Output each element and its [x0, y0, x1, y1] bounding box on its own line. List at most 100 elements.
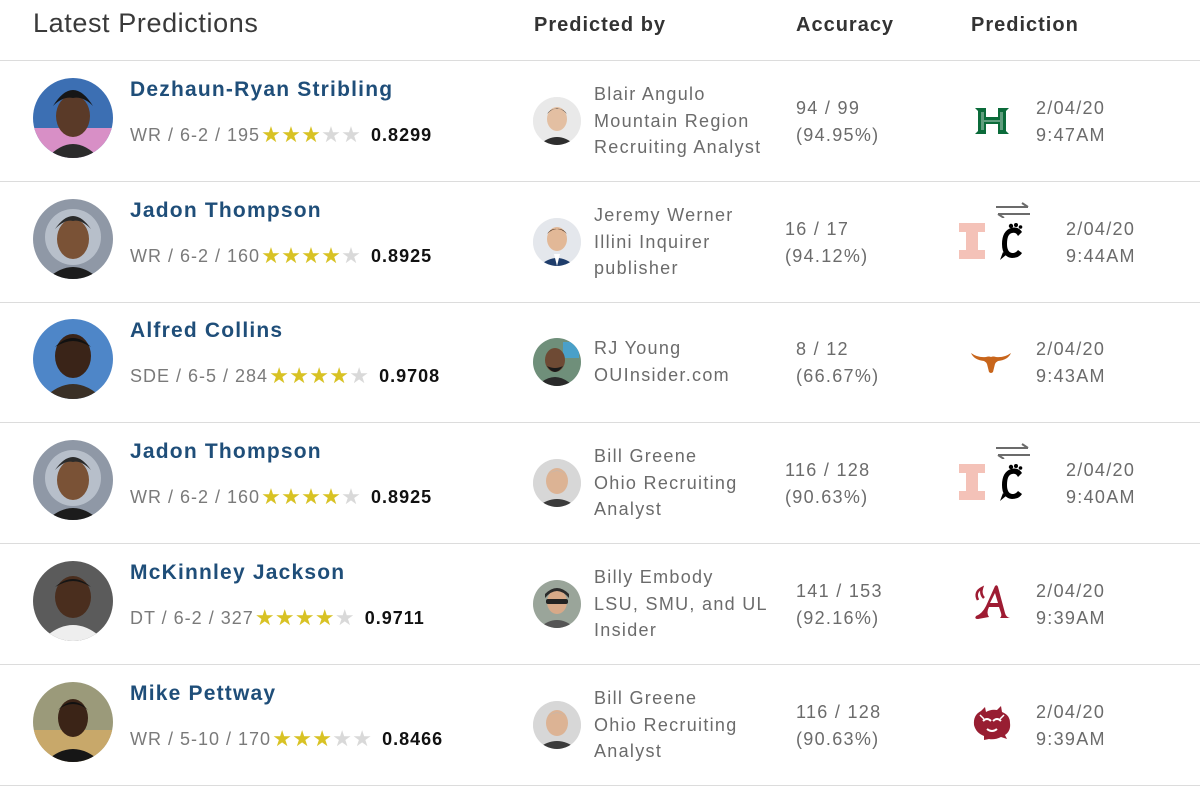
player-rating: 0.8299 [371, 124, 433, 145]
player-avatar[interactable] [33, 440, 113, 520]
prediction-date: 2/04/20 [1066, 460, 1136, 480]
player-name-link[interactable]: Dezhaun-Ryan Stribling [130, 78, 394, 101]
accuracy-record: 116 / 128 [796, 702, 882, 722]
analyst-avatar[interactable] [533, 97, 581, 145]
analyst-title: Recruiting Analyst [594, 137, 762, 157]
player-rating: 0.8925 [371, 245, 433, 266]
analyst-accuracy: 8 / 12 (66.67%) [796, 336, 879, 389]
star-rating: ★ ★ ★ ★ ★ [255, 607, 355, 629]
hawaii-h-logo-icon[interactable] [973, 106, 1011, 141]
player-meta: WR / 6-2 / 160 ★ ★ ★ ★ ★ 0.8925 [130, 244, 432, 268]
prediction-time: 9:39AM [1036, 728, 1106, 749]
analyst-avatar[interactable] [533, 580, 581, 628]
analyst-accuracy: 16 / 17 (94.12%) [785, 216, 868, 269]
star-filled-icon: ★ [261, 484, 281, 509]
star-filled-icon: ★ [261, 122, 281, 147]
player-position-height-weight: DT / 6-2 / 327 [130, 607, 254, 628]
analyst-avatar[interactable] [533, 459, 581, 507]
analyst-title: LSU, SMU, and UL [594, 593, 768, 614]
accuracy-percent: (90.63%) [785, 486, 869, 507]
prediction-row[interactable]: Mike Pettway WR / 5-10 / 170 ★ ★ ★ ★ ★ 0.846… [0, 665, 1200, 786]
prediction-time: 9:47AM [1036, 124, 1106, 145]
analyst-name[interactable]: Jeremy Werner [594, 205, 734, 225]
prediction-time: 9:44AM [1066, 245, 1136, 266]
analyst-accuracy: 116 / 128 (90.63%) [785, 457, 870, 510]
analyst-info: Bill Greene Ohio Recruiting Analyst [594, 685, 738, 765]
analyst-info: Jeremy Werner Illini Inquirer publisher [594, 202, 734, 282]
analyst-title: OUInsider.com [594, 364, 730, 385]
illinois-logo-icon[interactable] [958, 463, 986, 506]
player-position-height-weight: WR / 6-2 / 195 [130, 124, 261, 145]
analyst-name[interactable]: Bill Greene [594, 446, 698, 466]
player-name-link[interactable]: McKinnley Jackson [130, 561, 346, 584]
star-rating: ★ ★ ★ ★ ★ [261, 486, 361, 508]
analyst-name[interactable]: Billy Embody [594, 567, 714, 587]
analyst-avatar[interactable] [533, 218, 581, 266]
star-rating: ★ ★ ★ ★ ★ [272, 728, 372, 750]
analyst-avatar[interactable] [533, 338, 581, 386]
star-filled-icon: ★ [269, 363, 289, 388]
analyst-name[interactable]: Blair Angulo [594, 84, 706, 104]
star-filled-icon: ★ [281, 484, 301, 509]
analyst-title: publisher [594, 258, 679, 278]
accuracy-percent: (94.12%) [785, 245, 869, 266]
star-filled-icon: ★ [321, 243, 341, 268]
prediction-timestamp: 2/04/20 9:40AM [1066, 457, 1136, 510]
accuracy-percent: (94.95%) [796, 124, 880, 145]
prediction-timestamp: 2/04/20 9:43AM [1036, 336, 1106, 389]
star-filled-icon: ★ [254, 605, 275, 630]
prediction-time: 9:40AM [1066, 486, 1136, 507]
analyst-name[interactable]: Bill Greene [594, 688, 698, 708]
player-rating: 0.8925 [371, 486, 433, 507]
accuracy-record: 116 / 128 [785, 460, 871, 480]
player-position-height-weight: WR / 6-2 / 160 [130, 486, 261, 507]
star-filled-icon: ★ [272, 726, 292, 751]
star-filled-icon: ★ [301, 122, 321, 147]
player-avatar[interactable] [33, 682, 113, 762]
prediction-row[interactable]: Dezhaun-Ryan Stribling WR / 6-2 / 195 ★ ★… [0, 61, 1200, 182]
analyst-title: Analyst [594, 741, 663, 761]
prediction-date: 2/04/20 [1036, 339, 1106, 359]
prediction-timestamp: 2/04/20 9:44AM [1066, 216, 1136, 269]
analyst-title: Ohio Recruiting [594, 714, 738, 735]
player-avatar[interactable] [33, 199, 113, 279]
prediction-row[interactable]: Jadon Thompson WR / 6-2 / 160 ★ ★ ★ ★ ★ 0.89… [0, 182, 1200, 303]
accuracy-record: 8 / 12 [796, 339, 849, 359]
illinois-logo-icon[interactable] [958, 222, 986, 265]
cincinnati-c-logo-icon[interactable] [998, 222, 1028, 267]
prediction-row[interactable]: Alfred Collins SDE / 6-5 / 284 ★ ★ ★ ★ ★ 0.9… [0, 302, 1200, 423]
player-rating: 0.8466 [382, 728, 444, 749]
player-avatar[interactable] [33, 78, 113, 158]
player-name-link[interactable]: Alfred Collins [130, 319, 284, 342]
analyst-accuracy: 116 / 128 (90.63%) [796, 699, 881, 752]
star-filled-icon: ★ [281, 122, 301, 147]
player-name-link[interactable]: Jadon Thompson [130, 199, 322, 222]
washington-state-cougar-logo-icon[interactable] [971, 705, 1013, 746]
prediction-date: 2/04/20 [1066, 219, 1136, 239]
player-avatar[interactable] [33, 561, 113, 641]
analyst-avatar[interactable] [533, 701, 581, 749]
prediction-time: 9:39AM [1036, 607, 1106, 628]
player-name-link[interactable]: Mike Pettway [130, 682, 277, 705]
texas-longhorn-logo-icon[interactable] [970, 350, 1012, 379]
prediction-timestamp: 2/04/20 9:39AM [1036, 578, 1106, 631]
prediction-row[interactable]: Jadon Thompson WR / 6-2 / 160 ★ ★ ★ ★ ★ 0.89… [0, 423, 1200, 544]
prediction-date: 2/04/20 [1036, 702, 1106, 722]
star-filled-icon: ★ [329, 363, 349, 388]
alabama-a-logo-icon[interactable] [972, 582, 1012, 627]
player-avatar[interactable] [33, 319, 113, 399]
analyst-title: Analyst [594, 499, 663, 519]
table-header: Latest Predictions Predicted by Accuracy… [0, 0, 1200, 61]
swap-arrows-icon [994, 202, 1032, 223]
page-title: Latest Predictions [33, 8, 259, 38]
analyst-info: Billy Embody LSU, SMU, and UL Insider [594, 564, 768, 644]
cincinnati-c-logo-icon[interactable] [998, 463, 1028, 508]
analyst-name[interactable]: RJ Young [594, 338, 682, 358]
prediction-row[interactable]: McKinnley Jackson DT / 6-2 / 327 ★ ★ ★ ★ ★ 0… [0, 544, 1200, 665]
analyst-info: Blair Angulo Mountain Region Recruiting … [594, 81, 761, 161]
star-filled-icon: ★ [274, 605, 295, 630]
player-name-link[interactable]: Jadon Thompson [130, 440, 322, 463]
star-filled-icon: ★ [289, 363, 309, 388]
star-filled-icon: ★ [281, 243, 301, 268]
swap-arrows-icon [994, 443, 1032, 464]
